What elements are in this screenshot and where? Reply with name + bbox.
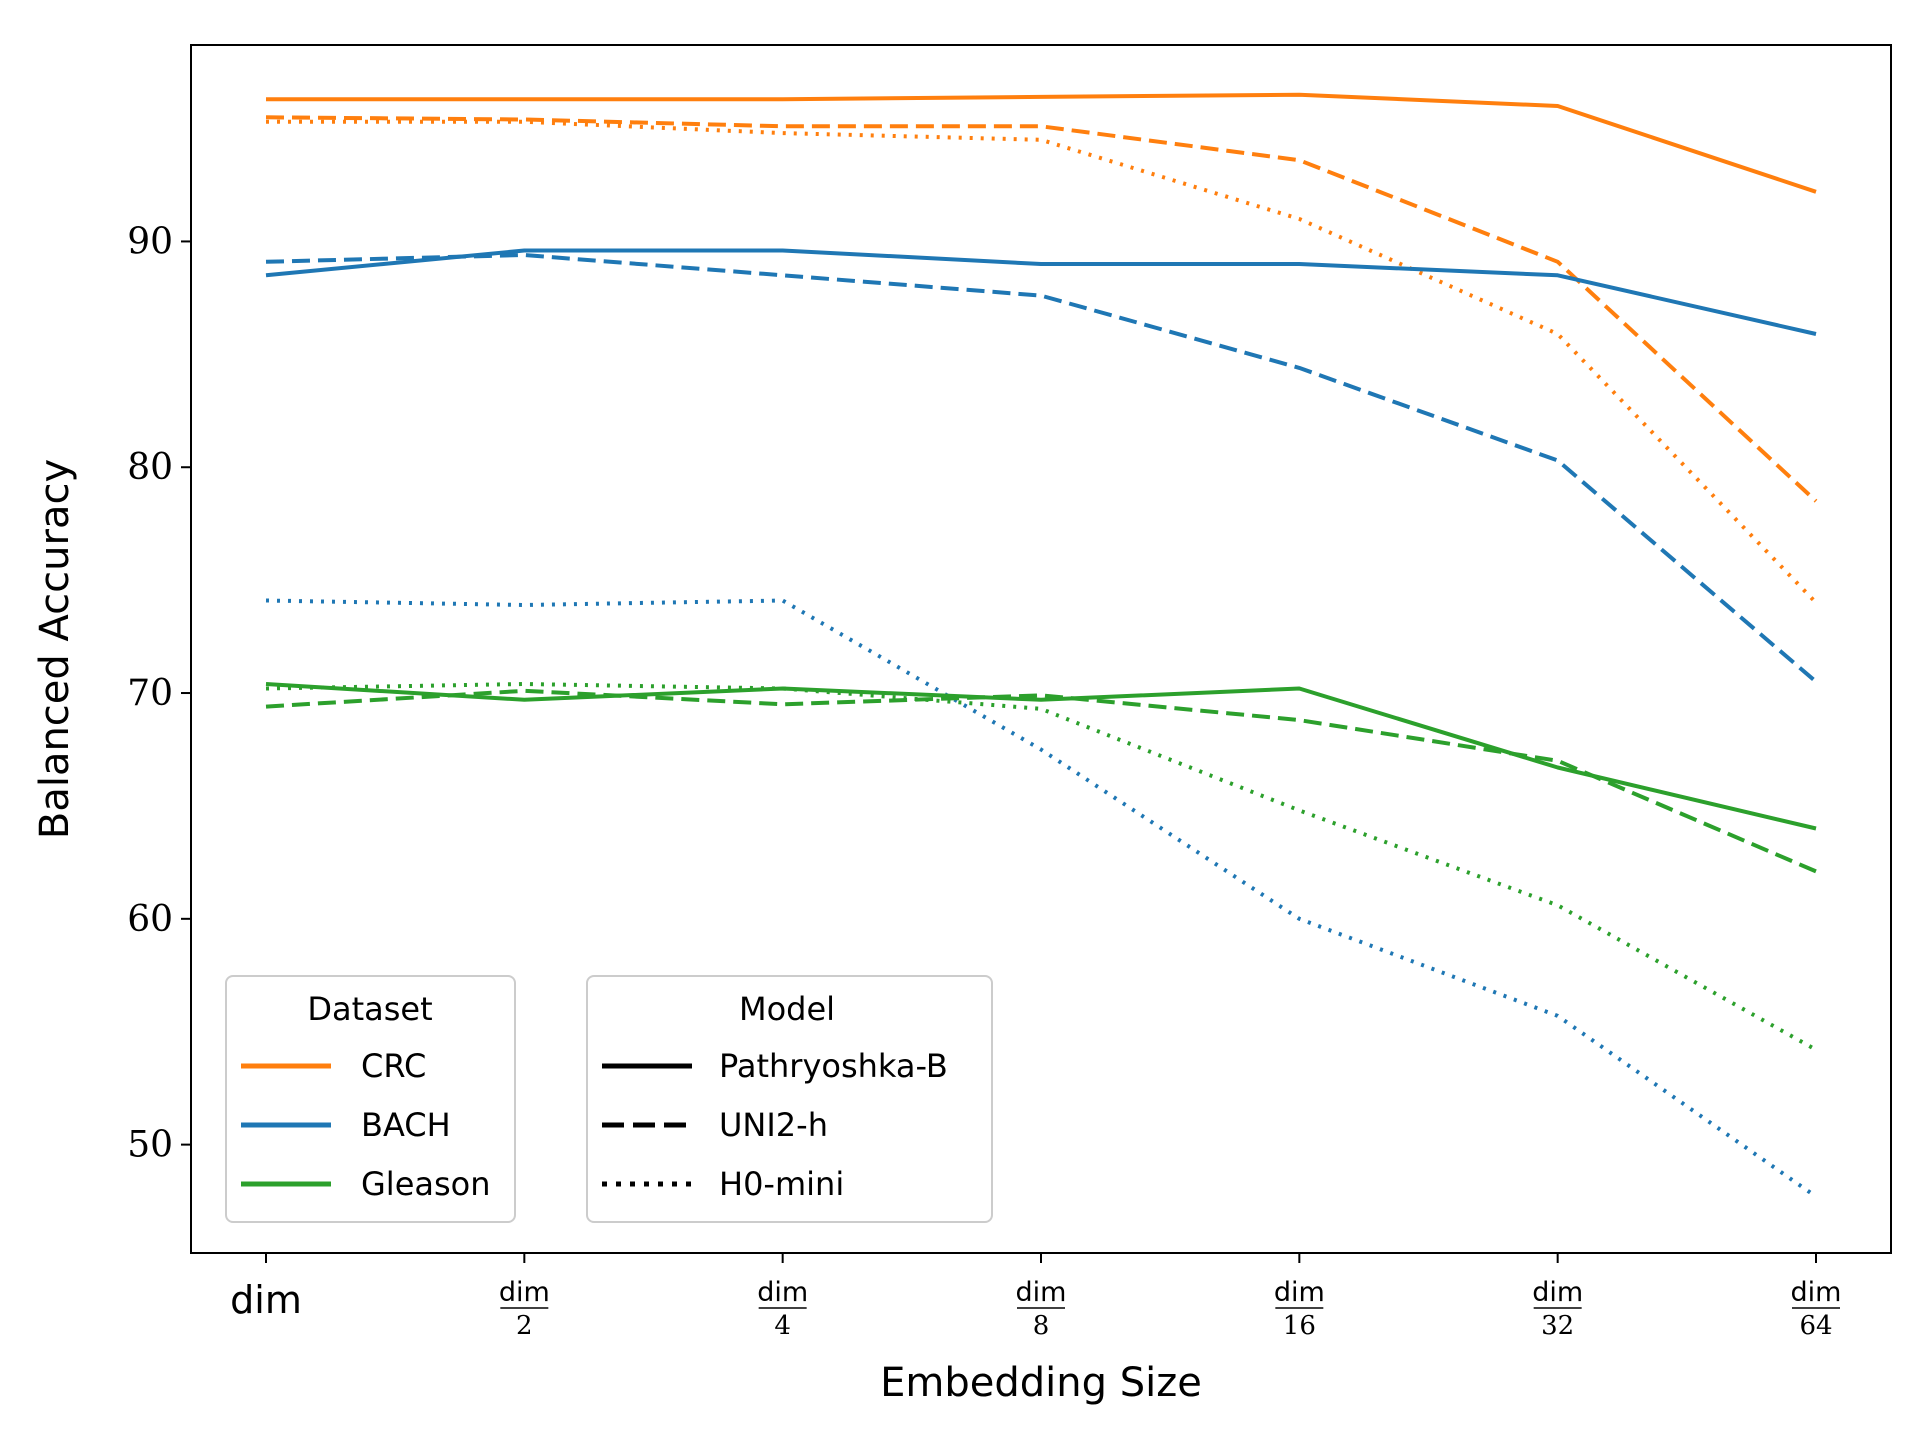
- series-layer: [265, 92, 1818, 1199]
- legend-model: Model Pathryoshka-B UNI2-h H0-mini: [586, 975, 993, 1223]
- legend-entry-pathryoshka-b: Pathryoshka-B: [719, 1047, 948, 1085]
- x-tick-numerator: dim: [1791, 1277, 1842, 1308]
- x-axis-label: Embedding Size: [880, 1360, 1202, 1406]
- series-line-bach-pathryoshka-b: [265, 248, 1817, 336]
- x-tick-denominator: 64: [1799, 1311, 1832, 1341]
- x-tick-numerator: dim: [1274, 1277, 1325, 1308]
- y-tick-label: 70: [127, 673, 173, 714]
- legend-model-box: [586, 975, 993, 1223]
- series-line-crc-uni2-h: [265, 115, 1818, 503]
- x-tick-denominator: 8: [1033, 1311, 1050, 1341]
- x-tick-denominator: 16: [1283, 1311, 1316, 1341]
- x-tick-numerator: dim: [499, 1277, 550, 1308]
- legend-entry-bach: BACH: [361, 1106, 451, 1144]
- legend-model-title: Model: [739, 990, 835, 1028]
- x-tick-denominator: 32: [1541, 1311, 1574, 1341]
- legend-entry-uni2-h: UNI2-h: [719, 1106, 828, 1144]
- x-tick-denominator: 2: [516, 1311, 533, 1341]
- legend-entry-crc: CRC: [361, 1047, 426, 1085]
- y-tick-label: 60: [127, 899, 173, 940]
- series-line-gleason-pathryoshka-b: [265, 682, 1817, 831]
- y-tick-label: 90: [127, 221, 173, 262]
- series-line-bach-h0-mini: [265, 598, 1818, 1199]
- legend-dataset-title: Dataset: [307, 990, 432, 1028]
- x-tick-denominator: 4: [774, 1311, 791, 1341]
- x-tick-numerator: dim: [1016, 1277, 1067, 1308]
- series-line-crc-pathryoshka-b: [266, 92, 1817, 194]
- x-tick-numerator: dim: [757, 1277, 808, 1308]
- legend-dataset-box: [225, 975, 516, 1223]
- y-axis: 50 60 70 80 90: [127, 221, 191, 1166]
- legend-entry-gleason: Gleason: [361, 1165, 491, 1203]
- y-tick-label: 80: [127, 447, 173, 488]
- y-tick-label: 50: [127, 1125, 173, 1166]
- legend-dataset: Dataset CRC BACH Gleason: [225, 975, 516, 1223]
- y-axis-label: Balanced Accuracy: [32, 459, 78, 839]
- x-tick-label: dim: [230, 1278, 302, 1322]
- legend-entry-h0-mini: H0-mini: [719, 1165, 844, 1203]
- x-tick-numerator: dim: [1532, 1277, 1583, 1308]
